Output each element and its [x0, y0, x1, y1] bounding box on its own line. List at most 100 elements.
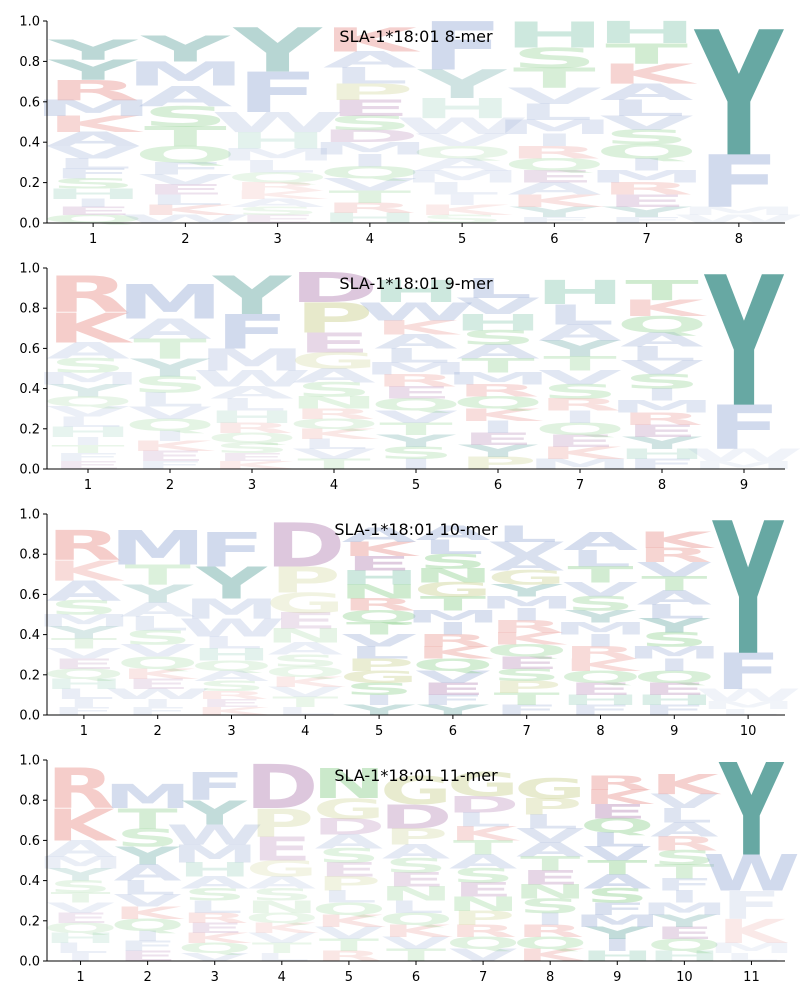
logo-letter: V [46, 900, 114, 916]
logo-letter: S [317, 845, 381, 867]
logo-letter: W [395, 114, 529, 140]
logo-letter: S [459, 327, 537, 349]
panel-title: SLA-1*18:01 10-mer [334, 520, 498, 539]
logo-letter: T [118, 803, 179, 835]
logo-letter: R [650, 833, 718, 855]
logo-letter: A [292, 365, 376, 387]
logo-letter: S [418, 213, 505, 226]
logo-letter: N [513, 881, 587, 903]
logo-letter: S [49, 877, 113, 896]
logo-letter: M [444, 369, 551, 388]
logo-letter: R [457, 381, 540, 400]
logo-letter: I [601, 936, 634, 955]
logo-letter: Y [718, 737, 785, 884]
logo-panel-4: ILHQEVTSYMAKREFIQKVLAYSTMVQKERLSAHMWYFLT… [19, 737, 800, 985]
logo-letter: H [453, 310, 543, 335]
logo-letter: K [489, 629, 568, 648]
y-tick-label: 0.8 [19, 55, 40, 70]
x-tick-label: 4 [366, 232, 374, 247]
logo-letter: E [125, 676, 191, 692]
logo-letter: I [509, 605, 545, 624]
logo-letter: Y [416, 702, 489, 718]
logo-letter: S [197, 678, 267, 694]
x-tick-label: 6 [449, 724, 457, 739]
x-tick-label: 9 [613, 970, 621, 985]
y-tick-label: 0.0 [19, 709, 40, 724]
logo-letter: Y [417, 62, 509, 107]
logo-letter: W [211, 106, 345, 138]
logo-letter: W [119, 213, 253, 226]
logo-letter: Y [195, 557, 268, 608]
logo-letter: T [625, 275, 699, 307]
logo-letter: H [560, 692, 641, 708]
logo-letter: P [325, 79, 414, 105]
logo-letter: N [446, 893, 520, 915]
logo-letter: E [272, 608, 338, 634]
logo-letter: I [361, 692, 397, 708]
logo-letter: G [413, 579, 493, 601]
logo-letter: G [487, 567, 567, 589]
logo-letter: Y [212, 265, 293, 326]
logo-letter: Y [343, 702, 416, 718]
logo-letter: Y [651, 911, 718, 930]
logo-letter: H [319, 210, 420, 226]
logo-letter: F [236, 61, 319, 125]
logo-letter: Y [509, 204, 600, 220]
logo-letter: S [183, 885, 247, 904]
logo-letter: S [653, 847, 717, 869]
logo-letter: A [538, 320, 621, 345]
logo-letter: H [44, 930, 118, 946]
logo-letter: S [377, 444, 455, 463]
logo-letter: P [451, 907, 516, 929]
logo-letter: S [142, 100, 229, 132]
logo-letter: Q [559, 668, 641, 687]
logo-letter: F [144, 159, 227, 178]
logo-letter: K [650, 769, 722, 801]
logo-letter: V [138, 172, 232, 188]
logo-letter: R [315, 948, 383, 964]
logo-letter: R [637, 545, 712, 567]
logo-letter: V [46, 143, 140, 162]
logo-panel-2: EFTIHLVQYMSAKRFEKIQVLSYTAMKESQRHLAWMFYTV… [19, 239, 800, 493]
logo-letter: L [388, 897, 444, 916]
logo-letter: A [46, 338, 129, 363]
y-tick-label: 0.0 [19, 955, 40, 970]
logo-letter: D [320, 127, 421, 146]
logo-letter: F [494, 702, 560, 718]
logo-letter: V [620, 357, 704, 379]
logo-letter: K [449, 823, 521, 845]
logo-letter: S [451, 865, 515, 887]
logo-letter: M [526, 456, 633, 472]
logo-letter: Q [534, 420, 626, 439]
logo-letter: K [717, 912, 789, 951]
logo-letter: S [418, 551, 488, 573]
logo-letter: E [520, 867, 580, 889]
logo-letter: Q [318, 163, 421, 182]
logo-letter: I [140, 697, 176, 710]
logo-letter: D [312, 814, 385, 840]
logo-letter: A [128, 313, 212, 345]
logo-letter: G [339, 668, 419, 687]
logo-letter: Y [584, 924, 651, 943]
logo-letter: H [371, 274, 461, 309]
logo-letter: M [33, 95, 154, 121]
logo-letter: G [380, 769, 452, 814]
logo-letter: S [326, 112, 413, 135]
logo-letter: I [150, 428, 190, 444]
logo-letter: M [402, 167, 523, 186]
logo-letter: V [46, 404, 130, 420]
logo-letter: Q [264, 664, 346, 680]
panel-title: SLA-1*18:01 8-mer [339, 27, 493, 46]
logo-letter: A [583, 871, 652, 893]
logo-letter: V [292, 446, 376, 462]
x-tick-label: 3 [273, 232, 281, 247]
logo-letter: W [685, 446, 800, 465]
logo-letter: M [679, 205, 800, 218]
logo-letter: M [116, 275, 223, 330]
logo-letter: V [538, 367, 622, 389]
